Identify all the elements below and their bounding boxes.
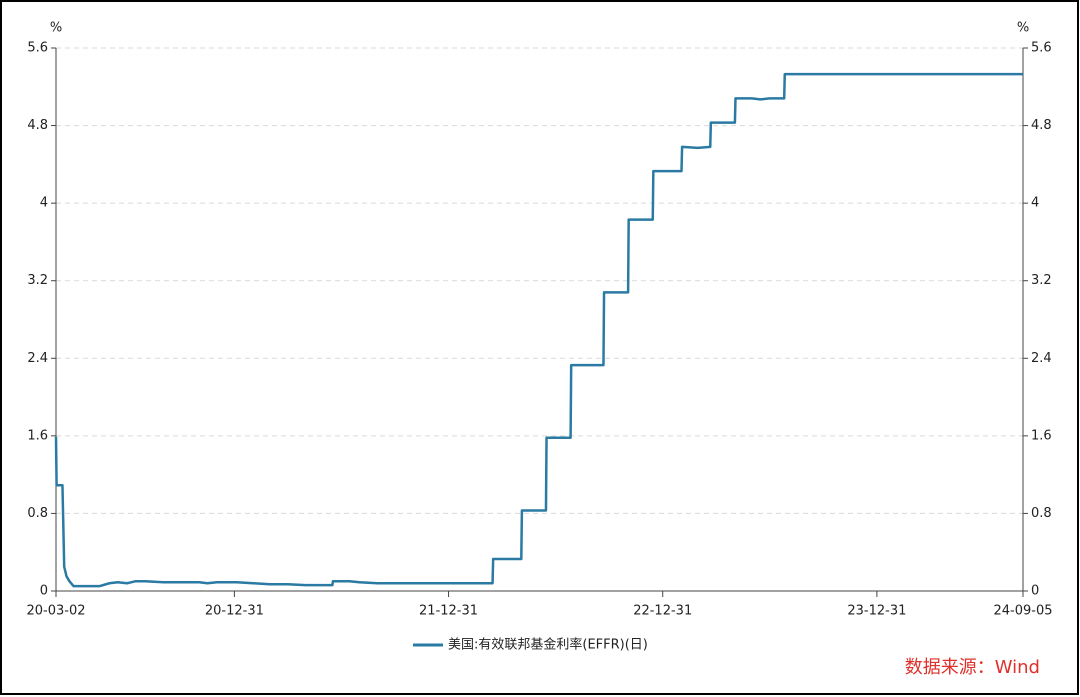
y2-tick-label: 4 [1031,196,1039,211]
y-tick-label: 0.8 [27,506,48,521]
y2-tick-label: 0.8 [1031,506,1052,521]
y2-tick-label: 0 [1031,584,1039,599]
y-unit: % [50,21,62,36]
y-tick-label: 1.6 [27,428,48,443]
y2-tick-label: 1.6 [1031,428,1052,443]
y-tick-label: 2.4 [27,351,48,366]
y-tick-label: 4.8 [27,118,48,133]
y2-tick-label: 5.6 [1031,41,1052,56]
x-tick-label: 23-12-31 [847,604,906,619]
data-line [54,72,1023,588]
y-tick-label: 3.2 [27,273,48,288]
y-tick-label: 0 [40,584,48,599]
y-tick-label: 4 [40,196,48,211]
y-tick-label: 5.6 [27,41,48,56]
y2-tick-label: 4.8 [1031,118,1052,133]
x-tick-label: 20-12-31 [205,604,264,619]
x-tick-label: 21-12-31 [419,604,478,619]
x-tick-label: 24-09-05 [993,604,1052,619]
y2-unit: % [1017,21,1029,36]
legend-label: 美国:有效联邦基金利率(EFFR)(日) [448,637,648,653]
y2-tick-label: 3.2 [1031,273,1052,288]
x-tick-label: 20-03-02 [26,604,85,619]
y2-tick-label: 2.4 [1031,351,1052,366]
x-tick-label: 22-12-31 [633,604,692,619]
source: 数据来源：Wind [905,657,1040,678]
